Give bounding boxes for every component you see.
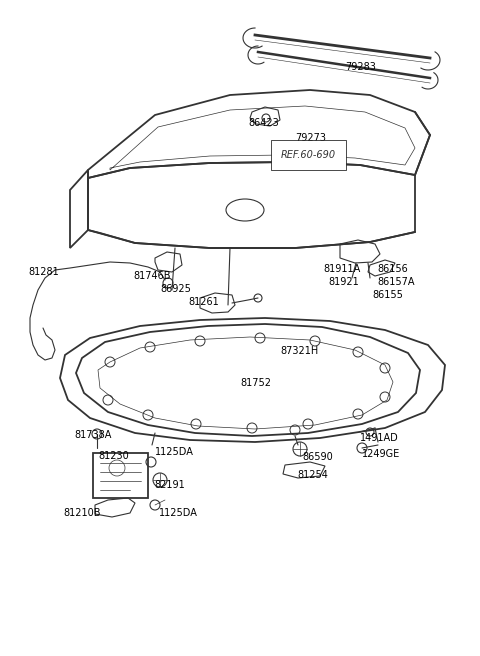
Text: 79273: 79273 — [295, 133, 326, 143]
Text: REF.60-690: REF.60-690 — [281, 150, 336, 160]
Text: REF.60-690: REF.60-690 — [281, 157, 335, 167]
Text: 86590: 86590 — [302, 452, 333, 462]
Text: 87321H: 87321H — [280, 346, 318, 356]
Text: 81230: 81230 — [98, 451, 129, 461]
Text: 86925: 86925 — [160, 284, 191, 294]
Text: 81281: 81281 — [28, 267, 59, 277]
Text: 1125DA: 1125DA — [155, 447, 194, 457]
Text: 79283: 79283 — [345, 62, 376, 72]
Text: 86157A: 86157A — [377, 277, 415, 287]
Text: 86156: 86156 — [377, 264, 408, 274]
Text: 81738A: 81738A — [74, 430, 111, 440]
Text: 81210B: 81210B — [63, 508, 100, 518]
Text: 81254: 81254 — [297, 470, 328, 480]
Text: 81746B: 81746B — [133, 271, 170, 281]
Text: 81921: 81921 — [328, 277, 359, 287]
Text: 1249GE: 1249GE — [362, 449, 400, 459]
Text: 81911A: 81911A — [323, 264, 360, 274]
Text: 1491AD: 1491AD — [360, 433, 399, 443]
Text: 86155: 86155 — [372, 290, 403, 300]
Text: 81261: 81261 — [188, 297, 219, 307]
Text: 81752: 81752 — [240, 378, 271, 388]
Text: 1125DA: 1125DA — [159, 508, 198, 518]
Text: 82191: 82191 — [154, 480, 185, 490]
Text: 86423: 86423 — [248, 118, 279, 128]
